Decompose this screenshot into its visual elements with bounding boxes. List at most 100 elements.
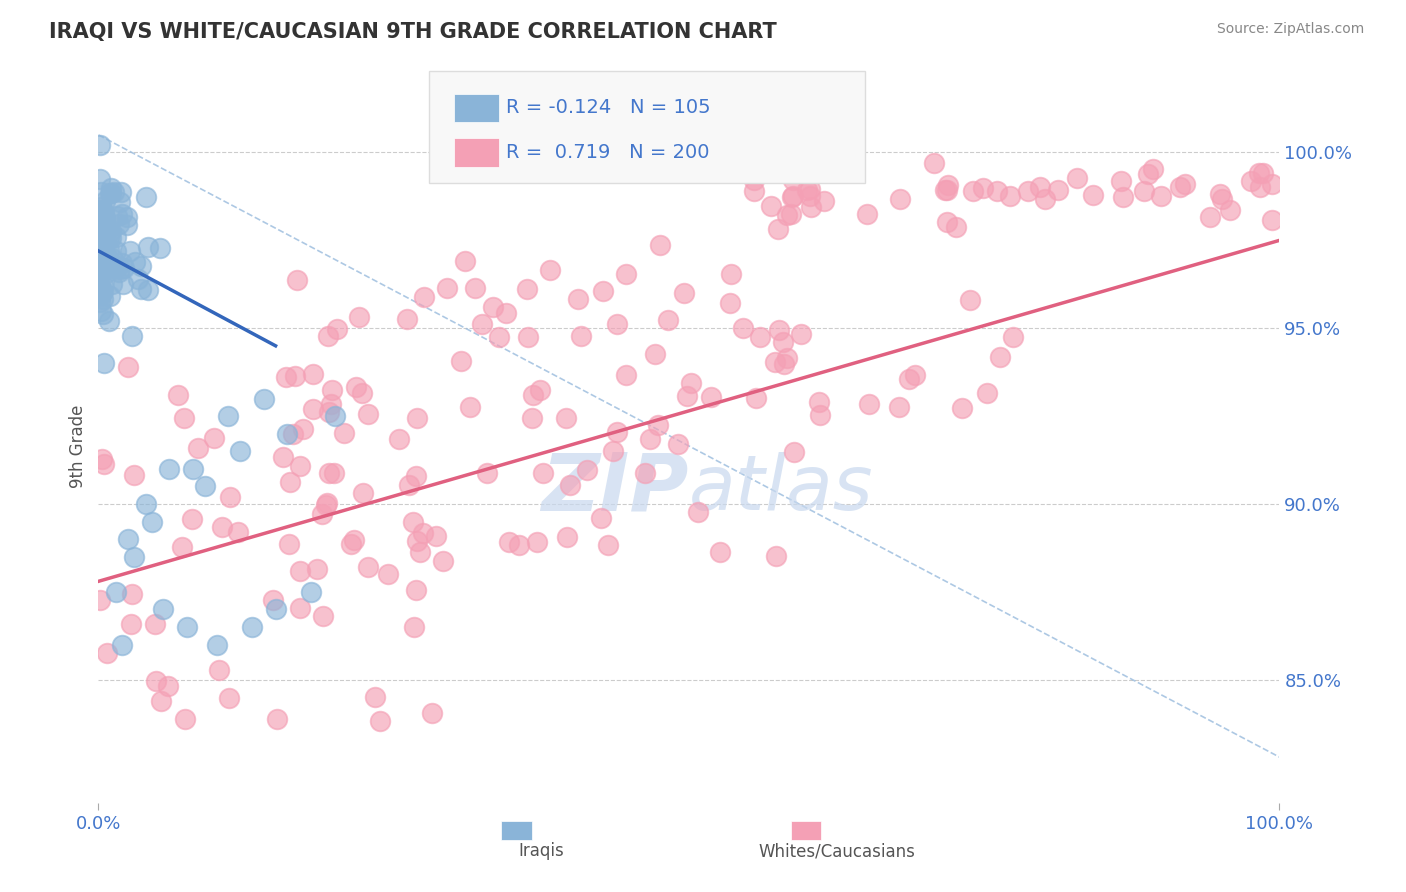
Point	[1112, 190, 1135, 204]
Point	[105, 209, 128, 223]
Point	[1002, 329, 1025, 343]
Point	[278, 537, 301, 551]
Point	[318, 405, 340, 419]
Point	[100, 231, 122, 245]
Point	[1142, 161, 1164, 176]
Point	[97, 314, 120, 328]
Point	[89, 172, 111, 186]
Point	[291, 422, 314, 436]
Point	[136, 239, 159, 253]
Point	[647, 418, 669, 433]
Point	[638, 432, 661, 446]
Point	[111, 638, 134, 652]
Point	[889, 192, 911, 206]
Point	[89, 235, 111, 249]
Point	[217, 409, 239, 424]
Point	[90, 285, 112, 300]
Point	[813, 194, 835, 208]
Point	[90, 261, 112, 276]
Text: Whites/Caucasians: Whites/Caucasians	[758, 842, 915, 860]
Point	[129, 260, 152, 274]
Text: R = -0.124   N = 105: R = -0.124 N = 105	[506, 98, 711, 118]
Point	[688, 505, 710, 519]
Point	[91, 293, 114, 307]
Point	[93, 221, 115, 235]
Point	[796, 183, 818, 197]
Point	[218, 490, 240, 504]
Point	[150, 694, 173, 708]
Point	[1209, 186, 1232, 201]
Point	[326, 321, 349, 335]
Point	[598, 538, 620, 552]
Point	[288, 600, 311, 615]
Point	[988, 350, 1011, 364]
Point	[103, 185, 125, 199]
Point	[1137, 167, 1160, 181]
Point	[1211, 192, 1233, 206]
Point	[173, 712, 195, 726]
Point	[352, 485, 374, 500]
Point	[93, 260, 115, 275]
Point	[98, 186, 121, 200]
Point	[339, 537, 361, 551]
Point	[526, 534, 548, 549]
Point	[202, 431, 225, 445]
Point	[91, 284, 114, 298]
Point	[516, 330, 538, 344]
Point	[554, 410, 576, 425]
Point	[773, 357, 796, 371]
Point	[420, 706, 443, 721]
Point	[89, 592, 111, 607]
Point	[124, 255, 146, 269]
Point	[709, 545, 731, 559]
Point	[765, 549, 787, 563]
Point	[436, 281, 458, 295]
Point	[648, 237, 671, 252]
Point	[121, 587, 143, 601]
Point	[498, 535, 520, 549]
Point	[316, 495, 339, 509]
Point	[299, 585, 322, 599]
Point	[100, 257, 122, 271]
Point	[1253, 166, 1275, 180]
Point	[266, 712, 288, 726]
Point	[90, 303, 112, 318]
Point	[368, 714, 391, 729]
Point	[759, 199, 782, 213]
Point	[93, 458, 115, 472]
Point	[634, 467, 657, 481]
Point	[90, 233, 112, 247]
Point	[1219, 203, 1241, 218]
Point	[488, 330, 510, 344]
Point	[94, 194, 117, 208]
Point	[352, 385, 374, 400]
Point	[790, 162, 813, 177]
Point	[111, 207, 134, 221]
Point	[274, 369, 297, 384]
Point	[149, 241, 172, 255]
Point	[100, 186, 122, 200]
Point	[100, 224, 122, 238]
Point	[276, 426, 298, 441]
Point	[1261, 178, 1284, 192]
Point	[94, 211, 117, 226]
Point	[589, 511, 612, 525]
Point	[181, 462, 204, 476]
Point	[945, 219, 967, 234]
Point	[108, 217, 131, 231]
Point	[602, 444, 624, 458]
Point	[89, 225, 111, 239]
Point	[450, 353, 472, 368]
Point	[924, 155, 946, 169]
FancyBboxPatch shape	[790, 822, 821, 840]
Point	[271, 450, 294, 464]
Point	[135, 497, 157, 511]
Point	[413, 290, 436, 304]
Point	[288, 459, 311, 474]
Point	[606, 318, 628, 332]
Point	[111, 256, 134, 270]
Point	[135, 190, 157, 204]
Point	[211, 520, 233, 534]
Point	[156, 679, 179, 693]
Point	[157, 462, 180, 476]
